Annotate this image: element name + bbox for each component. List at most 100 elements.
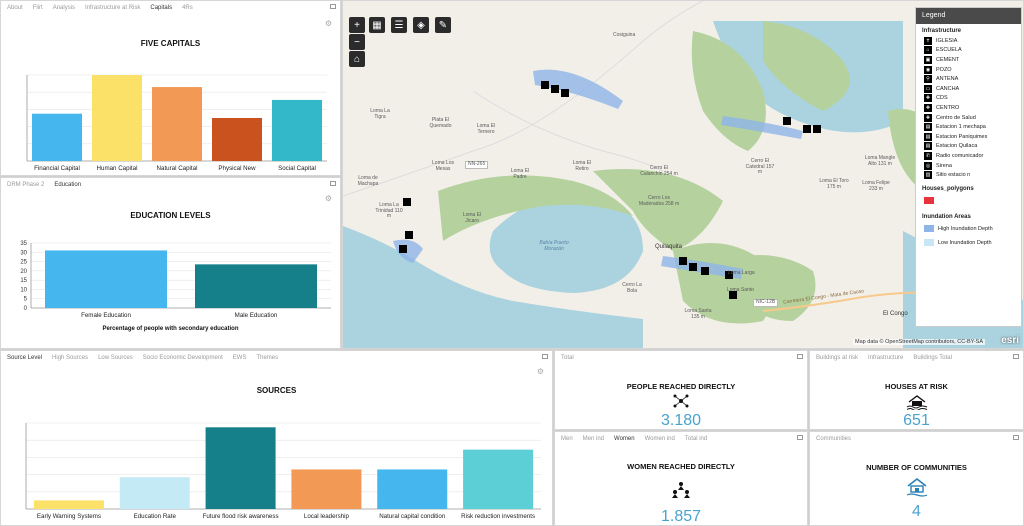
tab-drm-phase-2[interactable]: DRM Phase 2 [7,182,45,188]
tab-buildings-total[interactable]: Buildings Total [913,355,952,361]
maximize-icon[interactable] [1013,354,1019,359]
zoom-in-button[interactable]: + [349,17,365,33]
bar[interactable] [119,477,190,509]
map-label: Loma Felipe 233 m [862,180,890,192]
map-panel[interactable]: Cosiguina Loma La Tigra Plata El Quemado… [342,0,1024,349]
bar[interactable] [463,449,534,509]
bar[interactable] [212,118,262,161]
people-value: 3.180 [660,412,702,429]
maximize-icon[interactable] [1013,435,1019,440]
tab-men-ind[interactable]: Men ind [582,436,605,442]
infrastructure-symbol-icon: ✝ [924,36,932,45]
map-label: Loma El Padre [510,168,530,180]
map-label: NN-265 [465,161,489,169]
bar[interactable] [152,87,202,161]
legend-item: ✚ CENTRO [916,103,1021,113]
y-tick-label: 30 [20,250,27,256]
basemap-gallery-button[interactable]: ▦ [369,17,385,33]
bar[interactable] [205,427,276,509]
sources-chart: Early Warning Systems Education Rate Futur… [25,422,541,520]
tab-about[interactable]: About [7,5,23,11]
y-tick-label: 20 [20,269,27,275]
legend-item: ▥ Sitio estacio n [916,170,1021,180]
sources-panel: Source Level High Sources Low Sources So… [0,350,553,526]
legend-label: Low Inundation Depth [938,239,992,246]
legend-label: Centro de Salud [936,114,976,121]
legend-label: Sitio estacio n [936,172,971,179]
x-tick-label: Financial Capital [34,165,80,172]
map-label: Cerro La Bola [622,282,642,294]
stat-title: NUMBER OF COMMUNITIES [866,463,967,472]
legend-item: ◉ POZO [916,65,1021,75]
legend-label: CENTRO [936,104,960,111]
tab-communities[interactable]: Communities [816,436,852,442]
flooded-house-icon [906,395,927,410]
bar[interactable] [92,75,142,161]
tab-high-sources[interactable]: High Sources [52,355,89,361]
tab-capitals[interactable]: Capitals [150,5,173,11]
legend-label: CEMENT [936,56,960,63]
tab-infrastructure-at-risk[interactable]: Infrastructure at Risk [85,5,141,11]
tab-analysis[interactable]: Analysis [52,5,76,11]
capitals-tabs: About Flirt Analysis Infrastructure at R… [1,1,340,15]
bar[interactable] [377,469,448,509]
legend-section-flood: Inundation Areas [922,213,971,220]
tab-4rs[interactable]: 4Rs [182,5,193,11]
maximize-icon[interactable] [542,354,548,359]
bar[interactable] [195,264,317,308]
bar[interactable] [32,113,82,161]
legend-button[interactable]: ☰ [391,17,407,33]
tab-flirt[interactable]: Flirt [32,5,43,11]
maximize-icon[interactable] [330,4,336,9]
tab-source-level[interactable]: Source Level [7,355,43,361]
map-label: Loma El Retiro [572,160,592,172]
zoom-out-button[interactable]: − [349,34,365,50]
tab-low-sources[interactable]: Low Sources [98,355,133,361]
legend-label: Estacion Quilaca [936,143,978,150]
tab-infrastructure[interactable]: Infrastructure [868,355,904,361]
maximize-icon[interactable] [797,435,803,440]
communities-value: 4 [912,503,921,520]
tab-ews[interactable]: EWS [232,355,247,361]
gear-icon[interactable]: ⚙ [324,194,332,203]
legend-label: CANCHA [936,85,960,92]
legend-label: Estacion 1 mechapa [936,124,986,131]
map-label: Loma Santa 135 m [684,308,712,320]
tab-buildings-at-risk[interactable]: Buildings at risk [816,355,859,361]
bar[interactable] [272,99,322,161]
x-tick-label: Male Education [235,312,278,319]
people-tabs: Total [555,351,807,365]
bar[interactable] [33,500,104,509]
tab-total-ind[interactable]: Total ind [684,436,708,442]
legend-label: Estacion Paniquimes [936,133,988,140]
bar[interactable] [291,469,362,509]
communities-tabs: Communities [810,432,1023,446]
y-tick-label: 25 [20,260,27,266]
tab-women-ind[interactable]: Women ind [644,436,675,442]
gear-icon[interactable]: ⚙ [324,19,332,28]
tab-men[interactable]: Men [561,436,573,442]
map-label: Loma de Machapa [357,175,379,187]
bar[interactable] [45,250,167,308]
maximize-icon[interactable] [330,181,336,186]
home-button[interactable]: ⌂ [349,51,365,67]
infrastructure-symbol-icon: ▭ [924,84,932,93]
stat-title: HOUSES AT RISK [885,382,948,391]
y-tick-label: 5 [24,297,28,303]
tab-women[interactable]: Women [614,436,635,442]
tab-themes[interactable]: Themes [256,355,279,361]
tab-education[interactable]: Education [54,182,82,188]
layers-button[interactable]: ◈ [413,17,429,33]
education-tabs: DRM Phase 2 Education [1,178,340,192]
gear-icon[interactable]: ⚙ [536,367,544,376]
draw-button[interactable]: ✎ [435,17,451,33]
tab-socio-economic[interactable]: Socio Economic Development [142,355,223,361]
legend-item-low-flood: Low Inundation Depth [916,236,1021,250]
tab-total[interactable]: Total [561,355,574,361]
infrastructure-symbol-icon: ◎ [924,161,932,170]
maximize-icon[interactable] [797,354,803,359]
legend-label: POZO [936,66,952,73]
houses-panel: Buildings at risk Infrastructure Buildin… [809,350,1024,430]
infrastructure-symbol-icon: ⌂ [924,46,932,55]
y-tick-label: 15 [20,278,27,284]
